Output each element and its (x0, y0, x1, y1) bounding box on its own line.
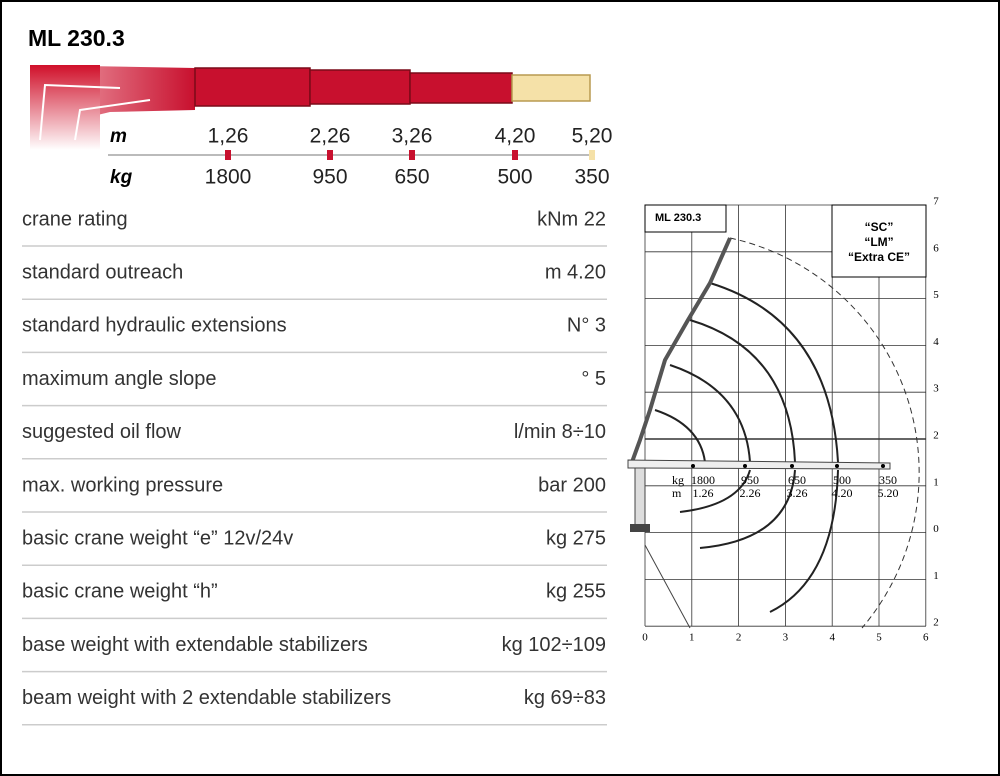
spec-label: crane rating (22, 208, 128, 230)
scale-m: 1,26 (208, 125, 249, 148)
boom (30, 65, 591, 150)
diagram-m-label: m (672, 486, 682, 500)
m-label: m (110, 126, 127, 147)
scale-kg: 350 (574, 166, 609, 189)
y-tick-label: 5 (933, 289, 939, 301)
diagram-m: 5.20 (878, 486, 899, 500)
spec-value: kg 69÷83 (524, 687, 606, 709)
scale-kg: 650 (394, 166, 429, 189)
spec-value: kg 102÷109 (502, 634, 606, 656)
diagram-kg: 1800 (691, 473, 715, 487)
spec-value: N° 3 (567, 315, 606, 337)
scale-marker (225, 150, 231, 160)
y-tick-label: 6 (933, 242, 939, 254)
y-tick-label: 1 (933, 570, 939, 582)
spec-value: m 4.20 (545, 261, 606, 283)
spec-value: kNm 22 (537, 208, 606, 230)
scale-marker (409, 150, 415, 160)
scale-m: 5,20 (572, 125, 613, 148)
scale-m: 2,26 (310, 125, 351, 148)
scale-kg: 1800 (205, 166, 252, 189)
y-tick-label: 1 (933, 476, 939, 488)
scale-m: 4,20 (495, 125, 536, 148)
spec-value: kg 255 (546, 581, 606, 603)
spec-label: basic crane weight “e” 12v/24v (22, 527, 293, 549)
spec-label: maximum angle slope (22, 368, 217, 390)
diagram-kg: 950 (741, 473, 759, 487)
kg-label: kg (110, 167, 133, 188)
spec-label: standard hydraulic extensions (22, 315, 287, 337)
y-tick-label: 2 (933, 430, 939, 442)
load-point (835, 464, 839, 468)
y-tick-label: 0 (933, 523, 939, 535)
title: ML 230.3 (28, 25, 125, 51)
y-tick-label: 7 (933, 196, 939, 208)
load-point (881, 464, 885, 468)
load-point (743, 464, 747, 468)
y-tick-label: 2 (933, 617, 939, 629)
scale-kg: 500 (497, 166, 532, 189)
x-tick-label: 4 (829, 632, 835, 644)
spec-label: suggested oil flow (22, 421, 182, 443)
x-tick-label: 0 (642, 632, 648, 644)
spec-label: beam weight with 2 extendable stabilizer… (22, 687, 391, 709)
version: “SC” (865, 220, 894, 234)
x-tick-label: 5 (876, 632, 882, 644)
spec-value: bar 200 (538, 474, 606, 496)
version: “Extra CE” (848, 250, 910, 264)
spec-value: ° 5 (581, 368, 606, 390)
spec-label: base weight with extendable stabilizers (22, 634, 368, 656)
spec-value: l/min 8÷10 (514, 421, 606, 443)
x-tick-label: 3 (783, 632, 789, 644)
diagram-m: 1.26 (693, 486, 714, 500)
diagram-kg: 350 (879, 473, 897, 487)
version: “LM” (864, 235, 893, 249)
diagram (627, 204, 927, 629)
y-tick-label: 3 (933, 383, 939, 395)
diagram-kg: 500 (833, 473, 851, 487)
scale-kg: 950 (312, 166, 347, 189)
diagram-title: ML 230.3 (655, 212, 701, 224)
diagram-kg: 650 (788, 473, 806, 487)
x-tick-label: 6 (923, 632, 929, 644)
diagram-kg-label: kg (672, 473, 684, 487)
spec-value: kg 275 (546, 527, 606, 549)
scale-marker (589, 150, 595, 160)
load-point (790, 464, 794, 468)
scale-marker (512, 150, 518, 160)
load-point (691, 464, 695, 468)
diagram-m: 4.20 (832, 486, 853, 500)
x-tick-label: 1 (689, 632, 695, 644)
spec-label: standard outreach (22, 261, 183, 283)
spec-label: basic crane weight “h” (22, 581, 218, 603)
y-tick-label: 4 (933, 336, 939, 348)
spec-label: max. working pressure (22, 474, 223, 496)
diagram-m: 3.26 (787, 486, 808, 500)
scale-m: 3,26 (392, 125, 433, 148)
diagram-m: 2.26 (740, 486, 761, 500)
x-tick-label: 2 (736, 632, 742, 644)
scale-marker (327, 150, 333, 160)
